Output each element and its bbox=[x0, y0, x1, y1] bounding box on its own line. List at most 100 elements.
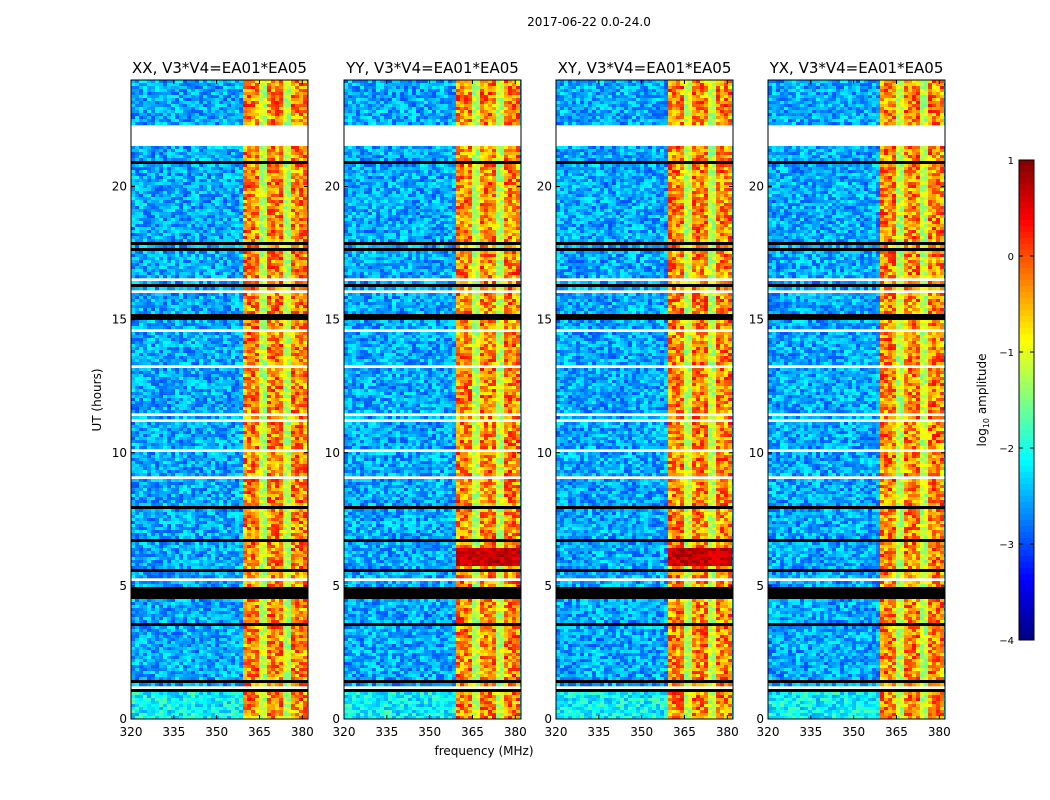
cell bbox=[199, 299, 203, 302]
cell bbox=[235, 149, 239, 152]
cell bbox=[191, 194, 195, 197]
cell bbox=[195, 164, 199, 167]
cell bbox=[175, 83, 179, 86]
cell bbox=[267, 110, 271, 113]
cell bbox=[247, 254, 251, 257]
cell bbox=[195, 119, 199, 122]
cell bbox=[139, 272, 143, 275]
cell bbox=[303, 293, 307, 296]
cell bbox=[243, 179, 247, 182]
cell bbox=[147, 89, 151, 92]
cell bbox=[295, 101, 299, 104]
cell bbox=[227, 152, 231, 155]
cell bbox=[139, 155, 143, 158]
cell bbox=[187, 95, 191, 98]
cell bbox=[275, 122, 279, 125]
cell bbox=[247, 224, 251, 227]
cell bbox=[279, 287, 283, 290]
cell bbox=[303, 224, 307, 227]
cell bbox=[295, 152, 299, 155]
cell bbox=[275, 218, 279, 221]
cell bbox=[271, 302, 275, 305]
cell bbox=[263, 260, 267, 263]
cell bbox=[183, 227, 187, 230]
cell bbox=[155, 95, 159, 98]
cell bbox=[251, 302, 255, 305]
cell bbox=[135, 110, 139, 113]
cell bbox=[183, 155, 187, 158]
cell bbox=[299, 302, 303, 305]
cell bbox=[139, 191, 143, 194]
cell bbox=[139, 86, 143, 89]
cell bbox=[287, 89, 291, 92]
cell bbox=[135, 119, 139, 122]
cell bbox=[255, 245, 259, 248]
cell bbox=[247, 164, 251, 167]
cell bbox=[223, 251, 227, 254]
cell bbox=[255, 164, 259, 167]
cell bbox=[291, 92, 295, 95]
cell bbox=[171, 269, 175, 272]
cell bbox=[155, 233, 159, 236]
cell bbox=[287, 308, 291, 311]
cell bbox=[211, 239, 215, 242]
cell bbox=[243, 119, 247, 122]
cell bbox=[175, 152, 179, 155]
cell bbox=[219, 185, 223, 188]
cell bbox=[159, 269, 163, 272]
cell bbox=[299, 170, 303, 173]
cell bbox=[151, 263, 155, 266]
cell bbox=[271, 113, 275, 116]
cell bbox=[275, 263, 279, 266]
cell bbox=[247, 215, 251, 218]
cell bbox=[243, 86, 247, 89]
cell bbox=[267, 203, 271, 206]
cell bbox=[135, 194, 139, 197]
cell bbox=[191, 149, 195, 152]
cell bbox=[171, 305, 175, 308]
cell bbox=[135, 98, 139, 101]
cell bbox=[139, 287, 143, 290]
cell bbox=[267, 191, 271, 194]
cell bbox=[163, 272, 167, 275]
cell bbox=[267, 185, 271, 188]
cell bbox=[263, 152, 267, 155]
cell bbox=[195, 167, 199, 170]
cell bbox=[187, 182, 191, 185]
cell bbox=[139, 185, 143, 188]
cell bbox=[187, 308, 191, 311]
cell bbox=[295, 194, 299, 197]
cell bbox=[223, 92, 227, 95]
cell bbox=[231, 185, 235, 188]
cell bbox=[191, 230, 195, 233]
cell bbox=[291, 191, 295, 194]
cell bbox=[183, 203, 187, 206]
cell bbox=[139, 146, 143, 149]
cell bbox=[203, 200, 207, 203]
cell bbox=[147, 269, 151, 272]
cell bbox=[303, 197, 307, 200]
cell bbox=[291, 302, 295, 305]
cell bbox=[251, 305, 255, 308]
cell bbox=[235, 215, 239, 218]
cell bbox=[131, 176, 135, 179]
cell bbox=[267, 98, 271, 101]
cell bbox=[243, 275, 247, 278]
cell bbox=[279, 233, 283, 236]
cell bbox=[195, 236, 199, 239]
cell bbox=[147, 152, 151, 155]
cell bbox=[191, 92, 195, 95]
cell bbox=[259, 167, 263, 170]
cell bbox=[275, 155, 279, 158]
cell bbox=[147, 260, 151, 263]
cell bbox=[267, 92, 271, 95]
cell bbox=[235, 194, 239, 197]
cell bbox=[183, 149, 187, 152]
cell bbox=[239, 287, 243, 290]
cell bbox=[251, 146, 255, 149]
cell bbox=[251, 119, 255, 122]
cell bbox=[151, 179, 155, 182]
cell bbox=[195, 188, 199, 191]
cell bbox=[207, 104, 211, 107]
cell bbox=[215, 296, 219, 299]
